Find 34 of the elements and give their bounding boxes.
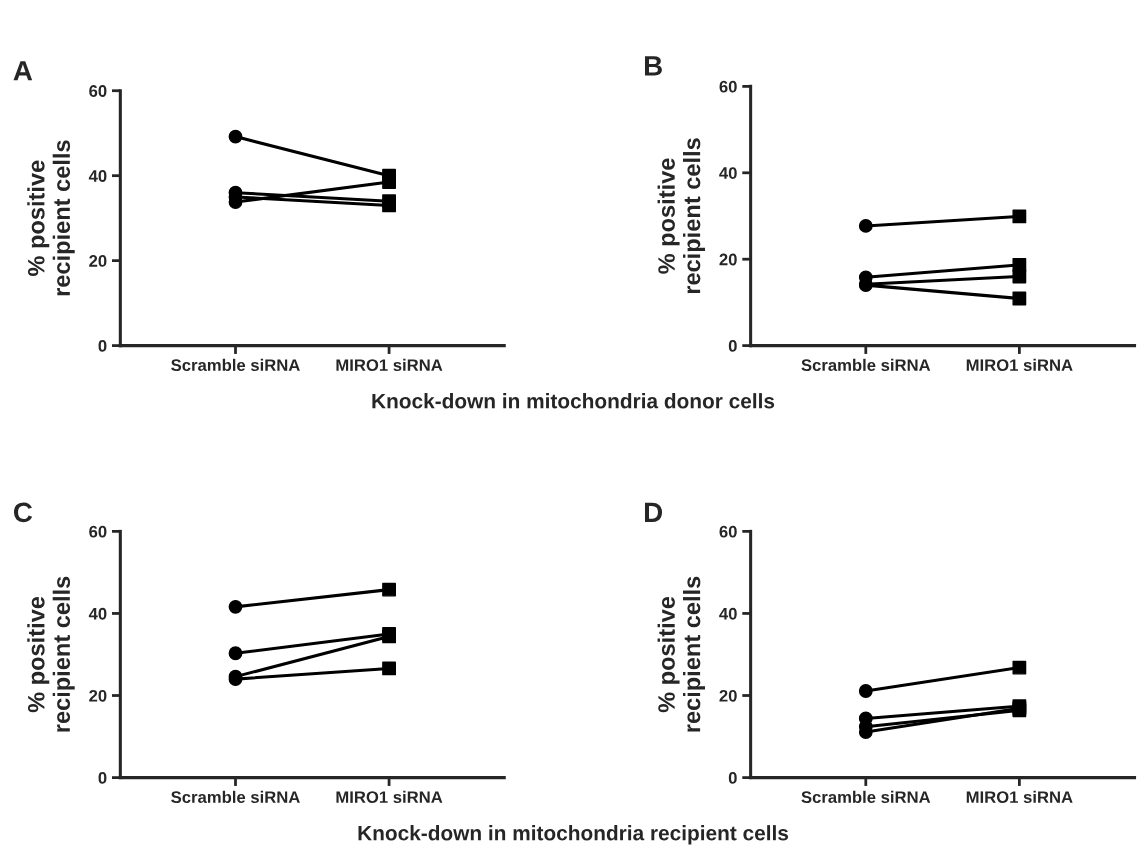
- x-tick-label: Scramble siRNA: [171, 790, 300, 804]
- y-tick-label: 40: [719, 607, 737, 620]
- y-axis-title: % positive recipient cells: [27, 140, 75, 296]
- y-tick-label: 20: [719, 253, 737, 266]
- y-tick-label: 40: [88, 607, 107, 620]
- chart-title: B: [644, 56, 662, 76]
- y-axis-title: % positive recipient cells: [27, 576, 75, 732]
- y-axis-title: % positive recipient cells: [657, 138, 706, 294]
- x-tick-label: MIRO1 siRNA: [336, 790, 443, 804]
- y-tick-label: 0: [728, 340, 737, 352]
- y-tick-label: 0: [98, 340, 107, 352]
- y-tick-label: 40: [719, 167, 737, 179]
- x-tick-label: MIRO1 siRNA: [966, 790, 1073, 804]
- x-tick-label: Scramble siRNA: [801, 358, 931, 372]
- chart-title: C: [13, 502, 33, 523]
- y-tick-label: 0: [98, 772, 107, 784]
- y-tick-label: 60: [719, 525, 737, 538]
- x-axis-title: Knock-down in mitochondria donor cells: [372, 393, 775, 409]
- y-tick-label: 20: [719, 689, 737, 702]
- y-tick-label: 0: [728, 772, 737, 784]
- x-tick-label: MIRO1 siRNA: [336, 358, 443, 372]
- y-tick-label: 60: [89, 525, 107, 538]
- y-tick-label: 20: [89, 255, 107, 267]
- chart-title: A: [13, 61, 33, 81]
- x-tick-label: MIRO1 siRNA: [966, 358, 1073, 372]
- y-tick-label: 40: [88, 170, 107, 182]
- chart-title: D: [644, 502, 663, 522]
- y-tick-label: 60: [719, 80, 737, 93]
- x-axis-title: Knock-down in mitochondria recipient cells: [358, 825, 789, 845]
- y-tick-label: 20: [89, 689, 107, 702]
- x-tick-label: Scramble siRNA: [171, 358, 300, 372]
- y-axis-title: % positive recipient cells: [657, 576, 706, 732]
- y-tick-label: 60: [89, 85, 107, 97]
- x-tick-label: Scramble siRNA: [801, 790, 931, 804]
